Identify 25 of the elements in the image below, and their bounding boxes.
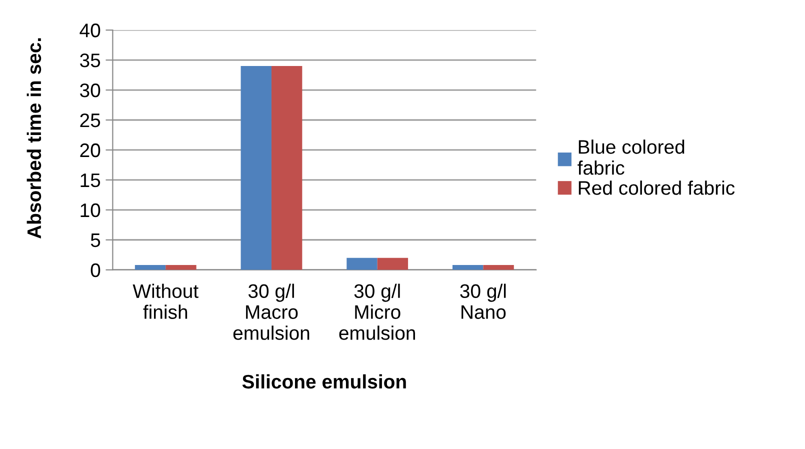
x-tick-label: 30 g/l Macro emulsion (233, 284, 310, 340)
bar (377, 258, 408, 270)
y-tick-label: 35 (80, 54, 100, 68)
bar (240, 66, 272, 270)
y-tick-label: 40 (80, 24, 100, 38)
bar (452, 265, 484, 270)
y-axis-title: Absorbed time in sec. (26, 38, 42, 239)
bar (166, 265, 196, 270)
legend-label: Red colored fabric (578, 180, 735, 195)
x-tick-label: 30 g/l Micro emulsion (339, 284, 415, 340)
bar (134, 265, 166, 270)
x-tick-label: Without finish (132, 284, 198, 319)
x-tick-label: 30 g/l Nano (460, 284, 506, 319)
bar (483, 265, 514, 270)
x-axis-title: Silicone emulsion (242, 374, 406, 389)
y-tick-label: 5 (90, 234, 100, 248)
bar (346, 258, 378, 270)
y-tick-label: 30 (80, 83, 100, 98)
legend-label: Blue colored fabric (578, 140, 684, 175)
y-tick-label: 10 (80, 203, 100, 218)
bar (271, 66, 302, 270)
y-tick-label: 25 (80, 113, 100, 128)
y-tick-label: 15 (80, 174, 100, 188)
y-tick-label: 20 (80, 143, 100, 158)
y-tick-label: 0 (90, 263, 100, 278)
